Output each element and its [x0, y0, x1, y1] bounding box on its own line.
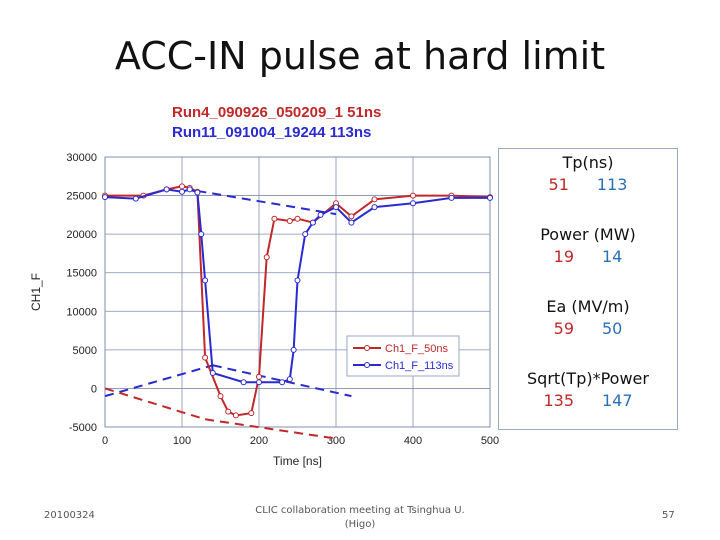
- y-tick-label: 0: [91, 383, 97, 395]
- footer-meeting: CLIC collaboration meeting at Tsinghua U…: [255, 505, 465, 516]
- y-axis-label: CH1_F: [29, 273, 43, 311]
- envelope-line: [104, 364, 214, 398]
- series-point-1: [448, 194, 455, 201]
- x-axis-label: Time [ns]: [273, 454, 322, 468]
- series-point-0: [286, 218, 293, 225]
- series-point-1: [487, 194, 493, 201]
- footer-date: 20100324: [44, 510, 95, 521]
- x-tick-label: 500: [481, 435, 499, 447]
- stat-label-ea: Ea (MV/m): [546, 297, 630, 316]
- series-point-1: [194, 189, 201, 196]
- stat-value-sqrt-113ns: 147: [602, 391, 633, 410]
- series-point-1: [371, 204, 378, 211]
- series-point-1: [290, 346, 297, 353]
- stat-values-power: 19 14: [499, 247, 677, 266]
- x-tick-label: 0: [102, 435, 108, 447]
- y-tick-label: 5000: [73, 345, 97, 357]
- series-point-0: [217, 393, 224, 400]
- stat-label-sqrt-tp-power: Sqrt(Tp)*Power: [527, 369, 649, 388]
- series-point-1: [348, 219, 355, 226]
- stat-values-tp: 51 113: [499, 175, 677, 194]
- stat-value-ea-51ns: 59: [553, 319, 574, 338]
- run-label-51ns: Run4_090926_050209_1 51ns: [172, 104, 382, 121]
- stat-label-power: Power (MW): [540, 225, 636, 244]
- envelope-line: [212, 364, 352, 398]
- series-point-0: [348, 213, 355, 220]
- series-point-1: [209, 370, 216, 376]
- series-point-1: [286, 376, 293, 383]
- series-point-1: [186, 186, 193, 193]
- stat-values-ea: 59 50: [499, 319, 677, 338]
- series-point-1: [317, 211, 324, 218]
- series-point-0: [256, 373, 262, 380]
- stat-value-tp-51ns: 51: [548, 175, 569, 194]
- series-point-1: [240, 379, 247, 386]
- legend-label: Ch1_F_113ns: [385, 360, 454, 372]
- series-point-0: [202, 354, 209, 361]
- series-point-1: [309, 219, 316, 226]
- series-point-1: [410, 200, 416, 207]
- legend-marker: [364, 345, 370, 351]
- y-tick-label: 30000: [66, 152, 97, 164]
- series-point-0: [410, 192, 416, 199]
- series-point-1: [256, 379, 262, 386]
- chart-envelopes: [104, 189, 352, 440]
- stats-panel: Tp(ns) 51 113 Power (MW) 19 14 Ea (MV/m) 5…: [498, 148, 678, 430]
- series-point-1: [198, 231, 205, 238]
- series-point-1: [102, 194, 108, 201]
- series-point-0: [225, 408, 232, 415]
- y-tick-label: 20000: [66, 229, 97, 241]
- stat-value-tp-113ns: 113: [596, 175, 628, 194]
- footer-page-number: 57: [662, 510, 675, 521]
- envelope-line: [204, 418, 337, 440]
- series-point-1: [294, 277, 301, 284]
- stat-values-sqrt-tp-power: 135 147: [499, 391, 677, 410]
- x-tick-label: 200: [250, 435, 268, 447]
- series-point-0: [271, 215, 278, 222]
- y-tick-label: 25000: [66, 191, 97, 203]
- stat-value-power-51ns: 19: [553, 247, 574, 266]
- series-point-1: [279, 379, 286, 386]
- legend-marker: [364, 362, 370, 368]
- y-tick-label: -5000: [69, 422, 97, 434]
- slide-title: ACC-IN pulse at hard limit: [114, 34, 606, 78]
- series-point-0: [179, 183, 185, 190]
- footer-center: CLIC collaboration meeting at Tsinghua U…: [250, 504, 470, 532]
- stat-value-power-113ns: 14: [602, 247, 623, 266]
- x-tick-label: 100: [173, 435, 191, 447]
- stat-value-sqrt-51ns: 135: [543, 391, 574, 410]
- series-point-0: [371, 196, 378, 203]
- footer-author: (Higo): [344, 519, 376, 530]
- series-point-0: [294, 215, 301, 222]
- series-point-1: [302, 231, 309, 238]
- envelope-line: [104, 387, 206, 421]
- legend-box: [346, 335, 460, 377]
- series-point-0: [263, 254, 270, 261]
- series-point-1: [179, 188, 185, 195]
- chart-series: [102, 183, 493, 419]
- envelope-line: [197, 189, 337, 216]
- x-tick-label: 400: [404, 435, 422, 447]
- y-tick-label: 15000: [66, 268, 97, 280]
- series-point-0: [248, 410, 255, 417]
- series-point-1: [202, 277, 209, 284]
- y-tick-label: 10000: [66, 306, 97, 318]
- series-point-1: [333, 204, 339, 211]
- series-point-1: [163, 186, 170, 193]
- series-point-1: [132, 195, 139, 202]
- chart-legend: Ch1_F_50ns Ch1_F_113ns: [346, 335, 460, 377]
- run-label-113ns: Run11_091004_19244 113ns: [172, 124, 372, 141]
- stat-label-tp: Tp(ns): [562, 153, 614, 172]
- stat-value-ea-113ns: 50: [602, 319, 623, 338]
- legend-label: Ch1_F_50ns: [385, 343, 448, 355]
- series-point-0: [232, 412, 239, 419]
